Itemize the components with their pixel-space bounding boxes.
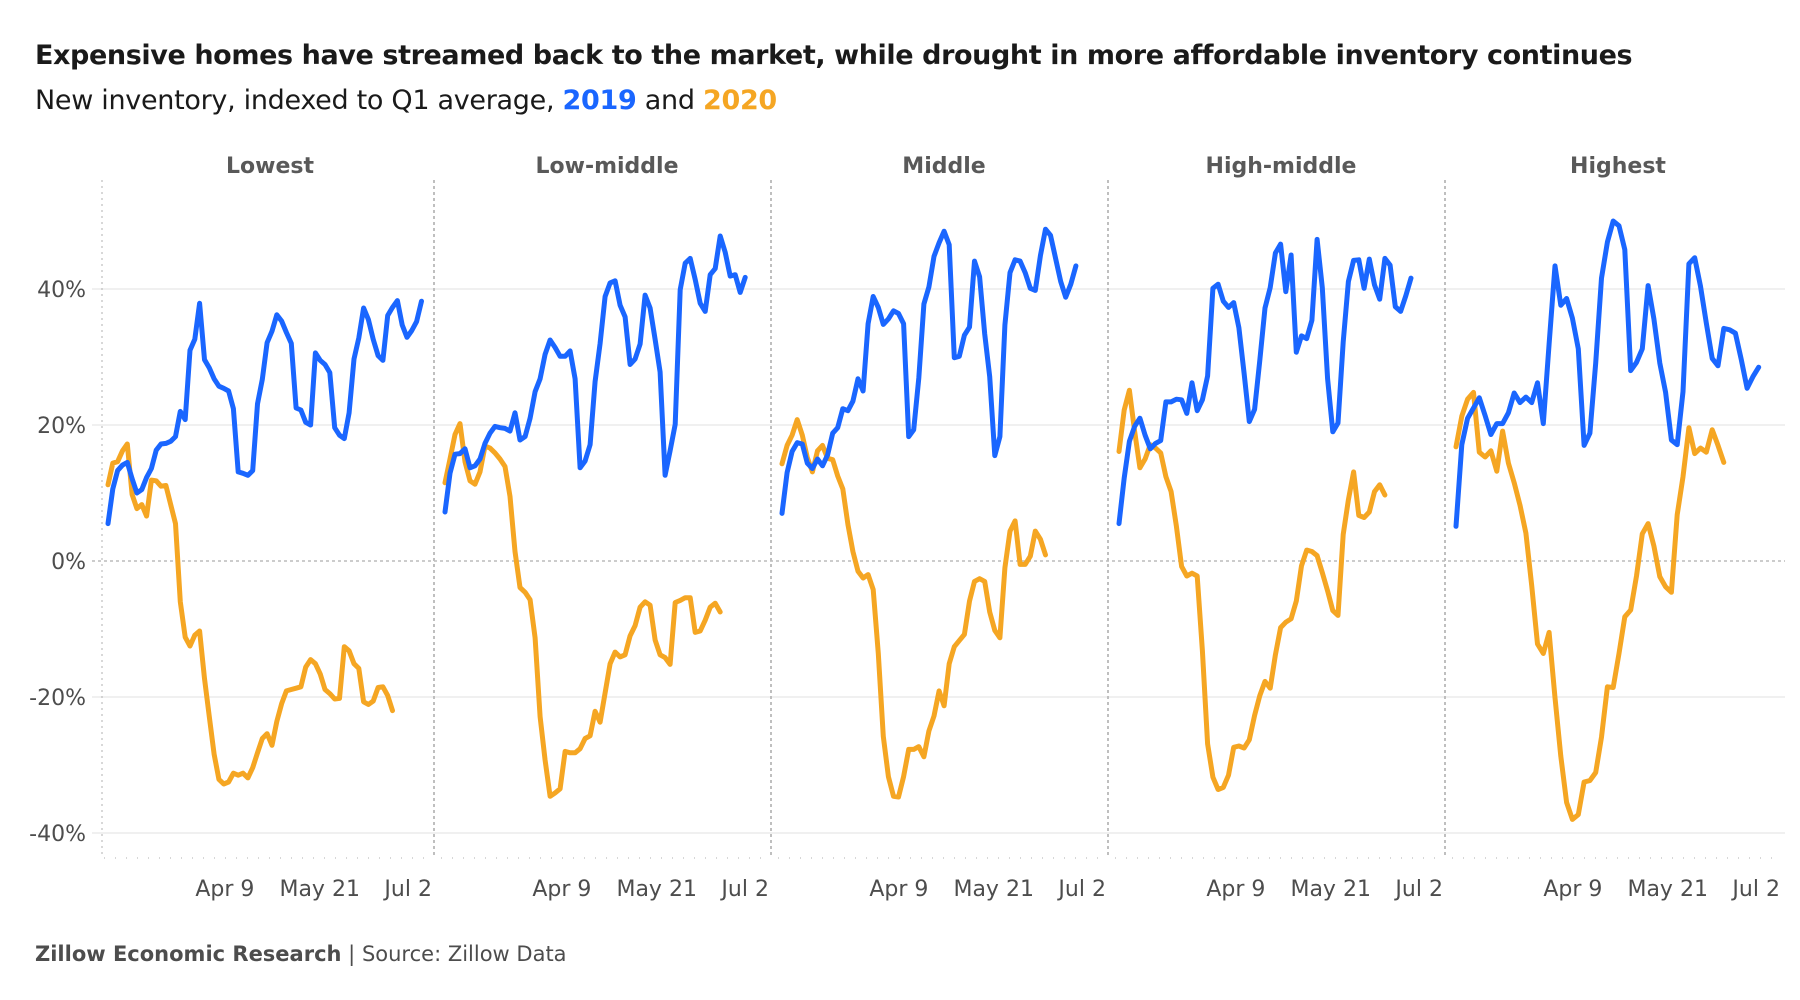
chart-title: Expensive homes have streamed back to th…	[35, 40, 1633, 71]
panel-high-middle: High-middle Apr 9 May 21 Jul 2	[1115, 154, 1443, 902]
x-tick-label: May 21	[1290, 877, 1370, 902]
x-tick-label: Apr 9	[195, 877, 254, 902]
subtitle-joiner: and	[644, 85, 695, 116]
panel-title: Middle	[902, 154, 985, 179]
panel-low-middle: Low-middle Apr 9 May 21 Jul 2	[441, 154, 769, 902]
panel-lowest: Lowest Apr 9 May 21 Jul 2	[104, 154, 432, 902]
footer-org: Zillow Economic Research	[35, 942, 342, 966]
series-line-2020	[105, 441, 395, 787]
legend-2019: 2019	[562, 85, 637, 116]
x-tick-label: Jul 2	[1393, 877, 1443, 902]
panel-title: Lowest	[226, 154, 314, 179]
x-tick-label: Jul 2	[1056, 877, 1106, 902]
y-tick-label: -40%	[29, 822, 86, 847]
x-tick-label: Apr 9	[869, 877, 928, 902]
chart-footer: Zillow Economic Research | Source: Zillo…	[35, 942, 567, 966]
series-line-2020	[779, 417, 1048, 800]
series-line-2019	[105, 298, 424, 527]
y-tick-label: -20%	[29, 686, 86, 711]
legend-2020: 2020	[702, 85, 777, 116]
x-tick-label: Jul 2	[719, 877, 769, 902]
y-axis: 40% 20% 0% -20% -40%	[29, 278, 86, 847]
y-tick-label: 40%	[37, 278, 86, 303]
x-tick-label: Apr 9	[1543, 877, 1602, 902]
footer-source: Source: Zillow Data	[361, 942, 567, 966]
series-line-2020	[1453, 389, 1727, 822]
x-tick-label: Apr 9	[532, 877, 591, 902]
series-line-2020	[1116, 387, 1388, 792]
panel-dividers	[101, 180, 1446, 858]
panel-title: Highest	[1570, 154, 1666, 179]
subtitle-prefix: New inventory, indexed to Q1 average,	[35, 85, 563, 116]
x-tick-label: May 21	[1627, 877, 1707, 902]
x-tick-label: Jul 2	[382, 877, 432, 902]
panel-highest: Highest Apr 9 May 21 Jul 2	[1452, 154, 1780, 902]
x-tick-label: May 21	[279, 877, 359, 902]
x-tick-label: May 21	[616, 877, 696, 902]
panel-title: Low-middle	[535, 154, 678, 179]
x-tick-label: May 21	[953, 877, 1033, 902]
panel-middle: Middle Apr 9 May 21 Jul 2	[778, 154, 1106, 902]
series-line-2019	[442, 233, 748, 515]
panel-title: High-middle	[1206, 154, 1357, 179]
y-tick-label: 0%	[51, 550, 86, 575]
series-line-2019	[1453, 218, 1762, 529]
series-line-2019	[779, 226, 1079, 516]
series-line-2019	[1116, 236, 1414, 527]
y-tick-label: 20%	[37, 414, 86, 439]
x-tick-label: Jul 2	[1730, 877, 1780, 902]
x-tick-label: Apr 9	[1206, 877, 1265, 902]
chart-subtitle: New inventory, indexed to Q1 average, 20…	[35, 85, 777, 116]
footer-separator: |	[348, 942, 356, 966]
series-line-2020	[442, 421, 723, 799]
